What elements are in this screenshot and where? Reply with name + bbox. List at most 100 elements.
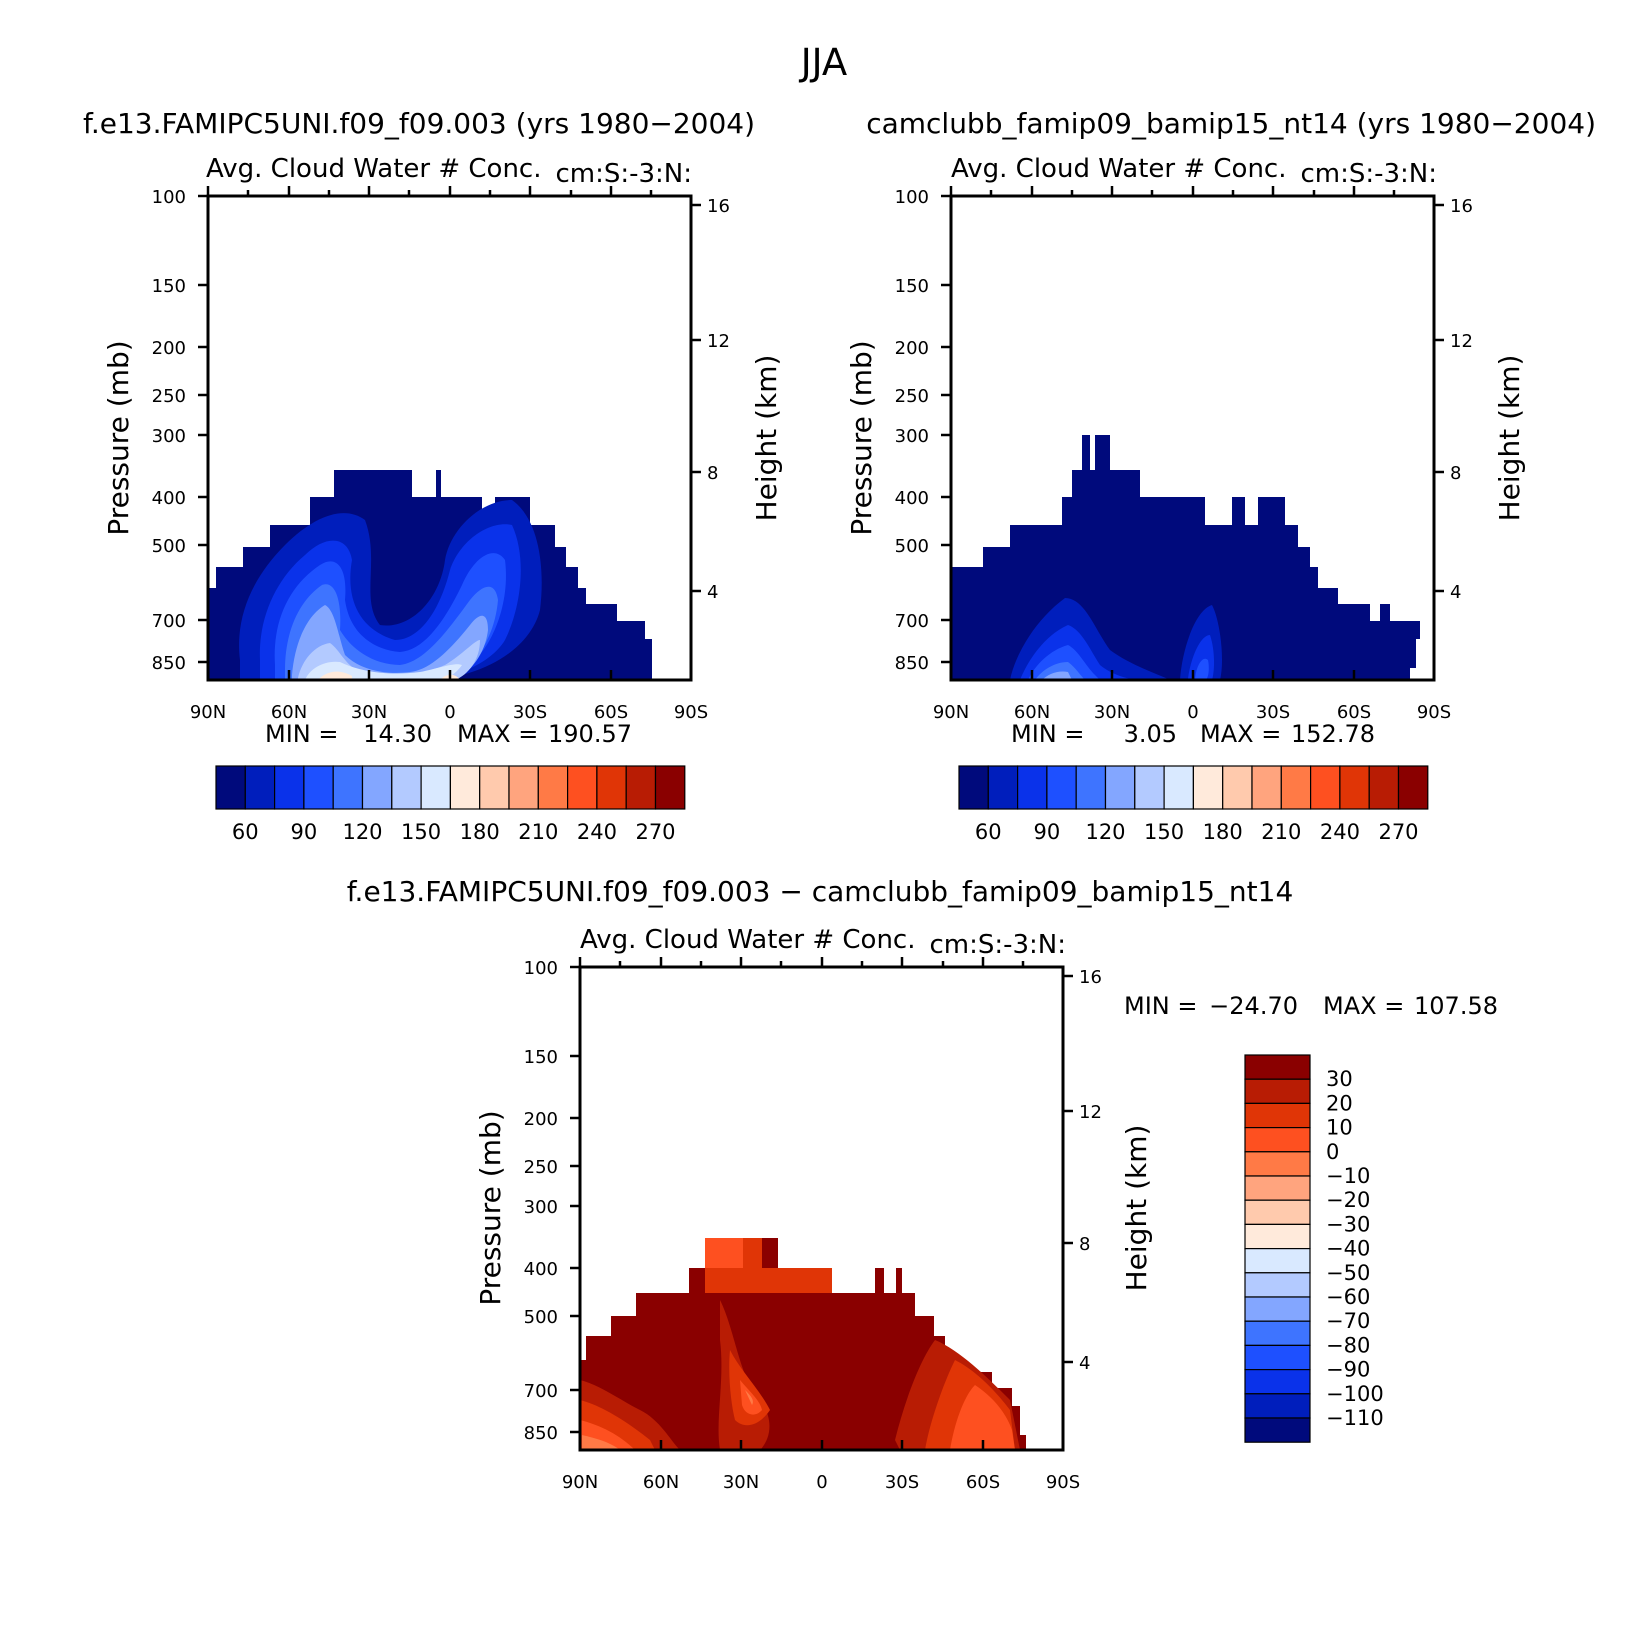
y-tick-label: 700: [524, 1381, 558, 1402]
colorbar-swatch: [1244, 1393, 1311, 1419]
colorbar-swatch: [1339, 765, 1370, 810]
colorbar-label: 210: [1261, 820, 1301, 844]
panel-2-field: [951, 435, 1420, 680]
x-tick-label: 60N: [643, 1472, 679, 1493]
max-label: MAX =: [1200, 720, 1281, 748]
x-tick-label: 30N: [1094, 702, 1130, 723]
panel-1-y2-axis-label: Height (km): [750, 355, 783, 522]
x-tick-label: 90S: [1417, 702, 1451, 723]
colorbar-label: −30: [1326, 1212, 1370, 1236]
y2-tick-label: 8: [707, 463, 718, 484]
colorbar-label: 10: [1326, 1116, 1353, 1140]
y2-tick-label: 4: [1450, 582, 1461, 603]
y-tick-label: 700: [152, 611, 186, 632]
colorbar-swatch: [1309, 765, 1341, 810]
colorbar-label: −90: [1326, 1358, 1370, 1382]
x-tick-label: 90N: [562, 1472, 598, 1493]
colorbar-label: 180: [1203, 820, 1243, 844]
colorbar-swatch: [1251, 765, 1282, 810]
colorbar-swatch: [1075, 765, 1107, 810]
colorbar-label: −80: [1326, 1333, 1370, 1357]
panel-2-stats: MIN = 3.05 MAX = 152.78: [1011, 720, 1375, 748]
colorbar-label: −110: [1326, 1406, 1384, 1430]
colorbar-label: 270: [635, 820, 675, 844]
panel-3-plot-title: Avg. Cloud Water # Conc.: [580, 925, 916, 955]
min-value: 14.30: [363, 720, 432, 748]
x-tick-label: 90S: [1046, 1472, 1080, 1493]
y-tick-label: 400: [152, 488, 186, 509]
colorbar-swatch: [1244, 1054, 1311, 1080]
panel-3-x-ticks: 90N 60N 30N 0 30S 60S 90S: [562, 1472, 1080, 1493]
colorbar-swatch: [274, 765, 305, 810]
colorbar-swatch: [1134, 765, 1165, 810]
panel-2-x-ticks: 90N 60N 30N 0 30S 60S 90S: [933, 702, 1451, 723]
colorbar-label: 120: [342, 820, 382, 844]
y2-tick-label: 12: [1450, 331, 1473, 352]
y-tick-label: 850: [895, 653, 929, 674]
y-tick-label: 150: [524, 1047, 558, 1068]
y2-tick-label: 16: [707, 196, 730, 217]
colorbar-swatch: [1244, 1417, 1311, 1443]
y-tick-label: 500: [895, 536, 929, 557]
colorbar-swatch: [1244, 1223, 1311, 1250]
y-tick-label: 300: [152, 426, 186, 447]
panel-1-y-axis-label: Pressure (mb): [102, 340, 135, 535]
x-tick-label: 0: [816, 1472, 827, 1493]
y-tick-label: 150: [895, 276, 929, 297]
y-tick-label: 100: [524, 958, 558, 979]
colorbar-swatch: [420, 765, 452, 810]
y-tick-label: 850: [152, 653, 186, 674]
colorbar-swatch: [1244, 1151, 1311, 1177]
x-tick-label: 60S: [966, 1472, 1000, 1493]
colorbar-label: 240: [577, 820, 617, 844]
colorbar-swatch: [1244, 1126, 1311, 1153]
colorbar-swatch: [625, 765, 657, 810]
colorbar-swatch: [1222, 765, 1253, 810]
colorbar-swatch: [215, 765, 246, 810]
colorbar-swatch: [1244, 1247, 1311, 1274]
colorbar-label: 150: [401, 820, 441, 844]
x-tick-label: 60S: [594, 702, 628, 723]
colorbar-swatch: [958, 765, 989, 810]
colorbar-swatch: [1244, 1368, 1311, 1395]
panel-2-plot-title: Avg. Cloud Water # Conc.: [951, 154, 1287, 184]
max-value: 190.57: [548, 720, 632, 748]
colorbar-swatch: [1244, 1272, 1311, 1298]
colorbar-swatch: [1368, 765, 1400, 810]
y-tick-label: 250: [524, 1157, 558, 1178]
panel-2: Avg. Cloud Water # Conc. cm:S:-3:N: 90N …: [845, 154, 1526, 844]
y-tick-label: 400: [895, 488, 929, 509]
y2-tick-label: 4: [707, 582, 718, 603]
colorbar-swatch: [596, 765, 627, 810]
panel-3-ticks: [570, 957, 1073, 1450]
colorbar-swatch: [1016, 765, 1048, 810]
x-tick-label: 30N: [351, 702, 387, 723]
colorbar-label: 0: [1326, 1140, 1339, 1164]
min-label: MIN =: [1011, 720, 1084, 748]
y-tick-label: 100: [152, 187, 186, 208]
colorbar-swatch: [654, 765, 686, 810]
x-tick-label: 0: [444, 702, 455, 723]
colorbar-label: −70: [1326, 1309, 1370, 1333]
colorbar-swatch: [1397, 765, 1429, 810]
y2-tick-label: 12: [707, 331, 730, 352]
colorbar-label: −20: [1326, 1188, 1370, 1212]
colorbar-swatch: [1244, 1175, 1311, 1201]
y-tick-label: 250: [152, 386, 186, 407]
panel-3-colorbar: 3020100−10−20−30−40−50−60−70−80−90−100−1…: [1244, 1054, 1384, 1443]
panel-2-y-axis-label: Pressure (mb): [845, 340, 878, 535]
y-tick-label: 250: [895, 386, 929, 407]
colorbar-swatch: [1244, 1102, 1311, 1129]
colorbar-label: −50: [1326, 1261, 1370, 1285]
panel-2-y-ticks: 100 150 200 250 300 400 500 700 850: [895, 187, 929, 674]
colorbar-swatch: [537, 765, 569, 810]
min-value: 3.05: [1124, 720, 1177, 748]
panel-1-ticks: [198, 186, 701, 680]
panel-1-field: [208, 470, 652, 680]
y-tick-label: 300: [524, 1197, 558, 1218]
y-tick-label: 200: [152, 338, 186, 359]
y-tick-label: 100: [895, 187, 929, 208]
colorbar-label: 180: [460, 820, 500, 844]
y-tick-label: 850: [524, 1423, 558, 1444]
panel-2-y2-axis-label: Height (km): [1493, 355, 1526, 522]
